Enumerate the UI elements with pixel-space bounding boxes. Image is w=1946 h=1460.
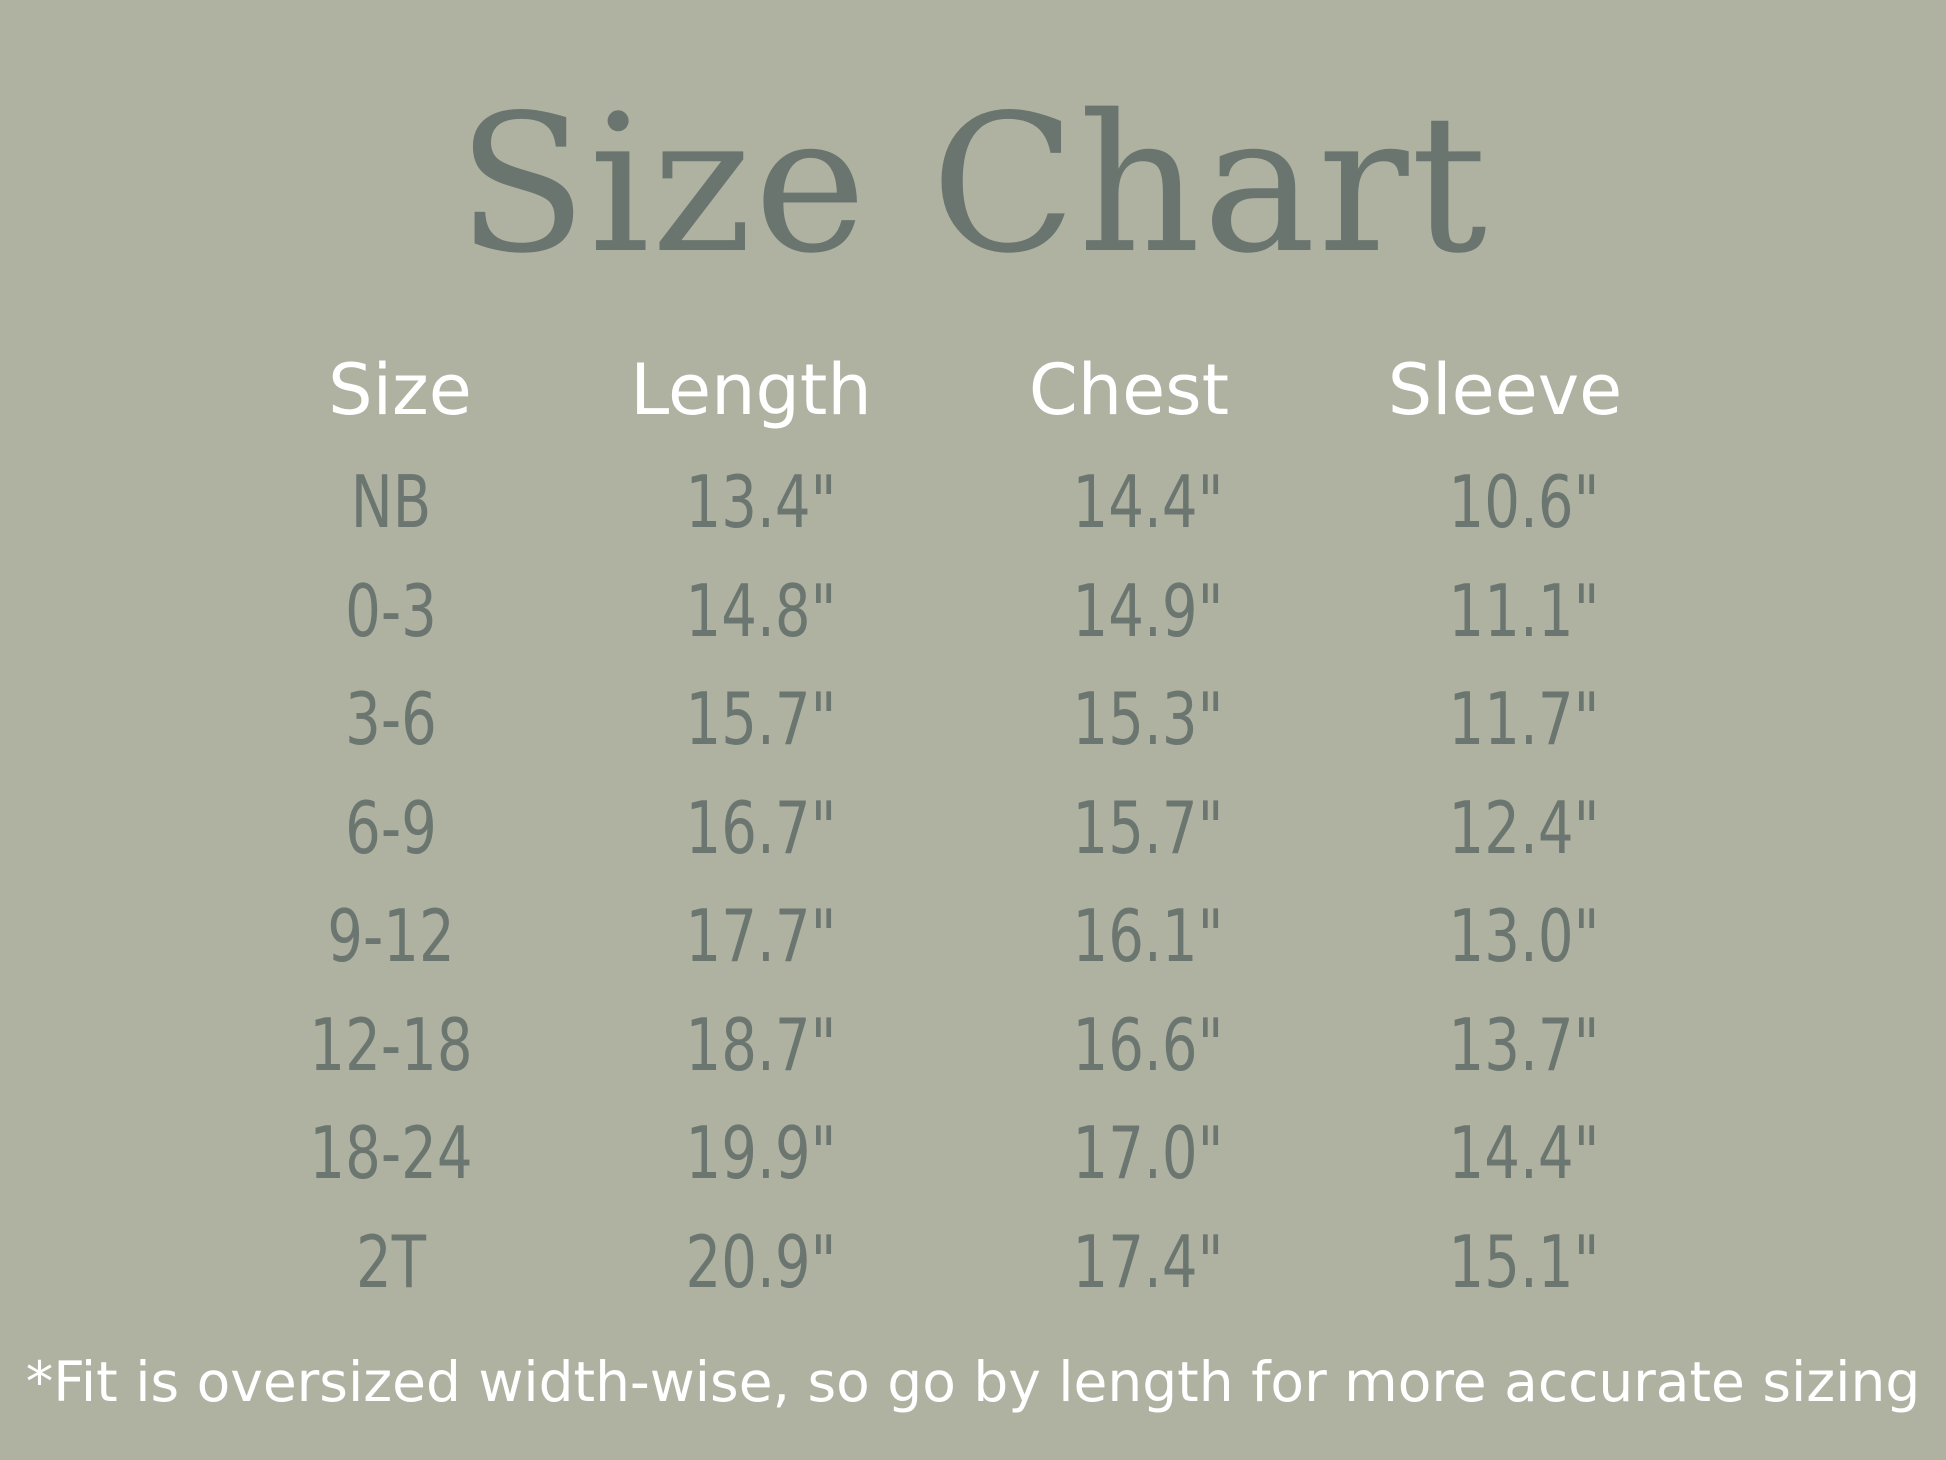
measurement-cell: 14.9" xyxy=(1072,568,1224,653)
measurement-cell: 11.1" xyxy=(1448,568,1600,653)
measurement-cell: 16.1" xyxy=(1072,894,1224,978)
column-header-length: Length xyxy=(630,349,872,431)
measurement-cell: 16.7" xyxy=(685,785,837,870)
size-label-cell: 0-3 xyxy=(345,568,437,653)
measurement-cell: 14.8" xyxy=(685,568,837,653)
page-title: Size Chart xyxy=(456,74,1490,295)
measurement-cell: 13.4" xyxy=(685,460,837,544)
measurement-cell: 17.7" xyxy=(685,894,837,978)
measurement-cell: 15.1" xyxy=(1448,1219,1600,1304)
measurement-cell: 13.7" xyxy=(1448,1002,1600,1087)
size-label-cell: 3-6 xyxy=(345,677,437,761)
measurement-cell: 14.4" xyxy=(1072,460,1224,544)
footnote: *Fit is oversized width-wise, so go by l… xyxy=(25,1350,1921,1414)
size-label-cell: NB xyxy=(350,460,432,544)
column-header-chest: Chest xyxy=(1028,349,1230,431)
measurement-cell: 15.3" xyxy=(1072,677,1224,761)
column-header-size: Size xyxy=(328,349,472,431)
measurement-cell: 14.4" xyxy=(1448,1111,1600,1195)
measurement-cell: 19.9" xyxy=(685,1111,837,1195)
size-label-cell: 6-9 xyxy=(345,785,437,870)
column-header-sleeve: Sleeve xyxy=(1387,349,1623,431)
size-label-cell: 12-18 xyxy=(309,1002,473,1087)
measurement-cell: 12.4" xyxy=(1448,785,1600,870)
measurement-cell: 13.0" xyxy=(1448,894,1600,978)
measurement-cell: 15.7" xyxy=(685,677,837,761)
measurement-cell: 11.7" xyxy=(1448,677,1600,761)
size-label-cell: 18-24 xyxy=(309,1111,473,1195)
measurement-cell: 10.6" xyxy=(1448,460,1600,544)
measurement-cell: 16.6" xyxy=(1072,1002,1224,1087)
size-label-cell: 9-12 xyxy=(327,894,455,978)
measurement-cell: 15.7" xyxy=(1072,785,1224,870)
size-label-cell: 2T xyxy=(355,1219,427,1304)
measurement-cell: 20.9" xyxy=(685,1219,837,1304)
measurement-cell: 17.0" xyxy=(1072,1111,1224,1195)
measurement-cell: 18.7" xyxy=(685,1002,837,1087)
measurement-cell: 17.4" xyxy=(1072,1219,1224,1304)
